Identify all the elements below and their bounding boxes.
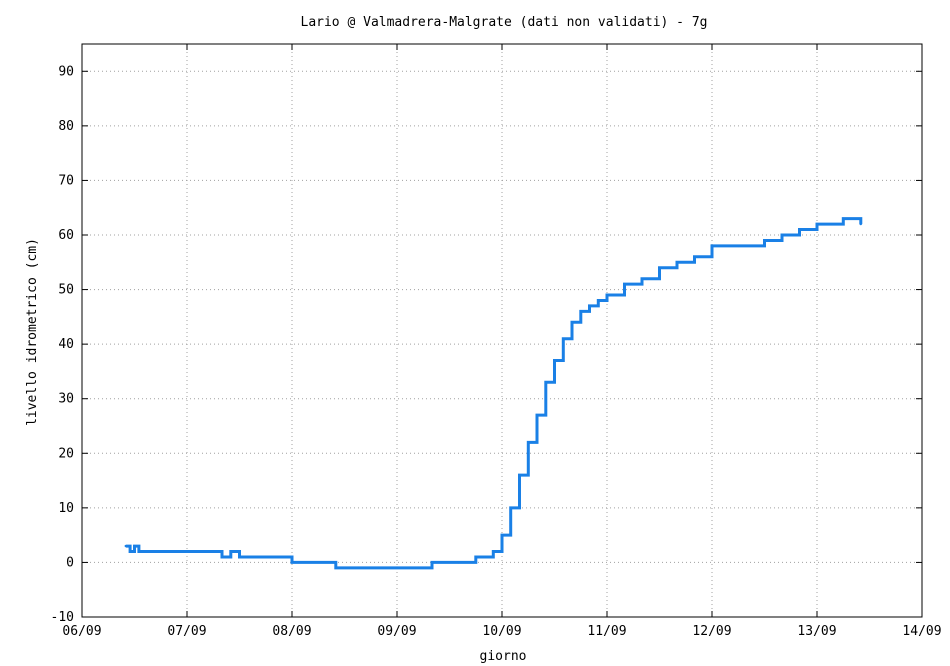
data-point: [535, 413, 539, 417]
data-point: [763, 239, 766, 242]
x-tick-label: 06/09: [62, 624, 101, 639]
data-point: [457, 561, 460, 564]
data-point: [474, 555, 477, 559]
y-tick-label: 0: [66, 555, 74, 570]
x-tick-label: 14/09: [902, 624, 941, 639]
x-tick-label: 12/09: [692, 624, 731, 639]
data-point: [492, 550, 495, 553]
data-point: [588, 304, 591, 308]
data-point: [128, 550, 132, 553]
data-point: [597, 299, 600, 302]
data-point: [842, 217, 845, 220]
y-tick-label: 70: [58, 173, 74, 188]
data-point: [509, 506, 512, 510]
y-tick-label: 20: [58, 446, 74, 461]
data-point: [675, 261, 679, 264]
y-axis-label: livello idrometrico (cm): [25, 238, 40, 426]
data-point: [430, 561, 434, 564]
data-point: [658, 266, 661, 269]
data-point: [815, 222, 819, 226]
data-point: [544, 381, 547, 384]
data-point: [737, 244, 740, 248]
data-point: [798, 228, 801, 231]
data-point: [247, 555, 250, 559]
data-point: [579, 310, 582, 313]
chart-title: Lario @ Valmadrera-Malgrate (dati non va…: [301, 15, 708, 30]
data-point: [518, 473, 521, 477]
data-point: [133, 544, 136, 548]
data-point: [137, 550, 141, 553]
y-tick-label: 40: [58, 337, 74, 352]
data-point: [334, 566, 337, 570]
x-tick-label: 13/09: [797, 624, 836, 639]
data-point: [693, 255, 696, 259]
data-point: [290, 561, 294, 564]
data-point: [570, 321, 574, 324]
y-tick-label: 80: [58, 119, 74, 134]
y-tick-label: 10: [58, 501, 74, 516]
series-line-0: [125, 217, 863, 570]
data-point: [710, 244, 714, 248]
data-point: [527, 441, 530, 444]
data-point: [212, 550, 215, 553]
x-tick-label: 07/09: [167, 624, 206, 639]
data-point: [124, 544, 127, 548]
axes: -10 0 10 20 30 40 50 60 70 80 90 06/09 07/09 08/09 09/…: [51, 44, 942, 639]
x-tick-label: 11/09: [587, 624, 626, 639]
x-tick-label: 09/09: [377, 624, 416, 639]
data-point: [640, 277, 644, 280]
data-point: [238, 555, 241, 559]
data-point: [220, 555, 224, 559]
data-point: [500, 533, 504, 537]
y-tick-label: 30: [58, 392, 74, 407]
data-point: [623, 282, 626, 286]
x-tick-label: 10/09: [482, 624, 521, 639]
series-layer: [124, 217, 863, 570]
y-tick-label: 90: [58, 64, 74, 79]
data-point: [483, 555, 486, 559]
y-tick-label: 50: [58, 283, 74, 298]
x-axis-label: giorno: [480, 649, 527, 664]
data-point: [605, 293, 609, 297]
y-tick-label: 60: [58, 228, 74, 243]
data-point: [780, 233, 784, 237]
data-point: [553, 359, 556, 362]
data-point: [142, 550, 145, 553]
data-point: [859, 222, 862, 226]
data-point: [229, 550, 232, 553]
grid: [82, 44, 922, 617]
data-point: [395, 566, 399, 570]
plot-frame: [81, 43, 923, 618]
data-point: [562, 337, 565, 340]
y-tick-label: -10: [51, 610, 74, 625]
x-tick-label: 08/09: [272, 624, 311, 639]
